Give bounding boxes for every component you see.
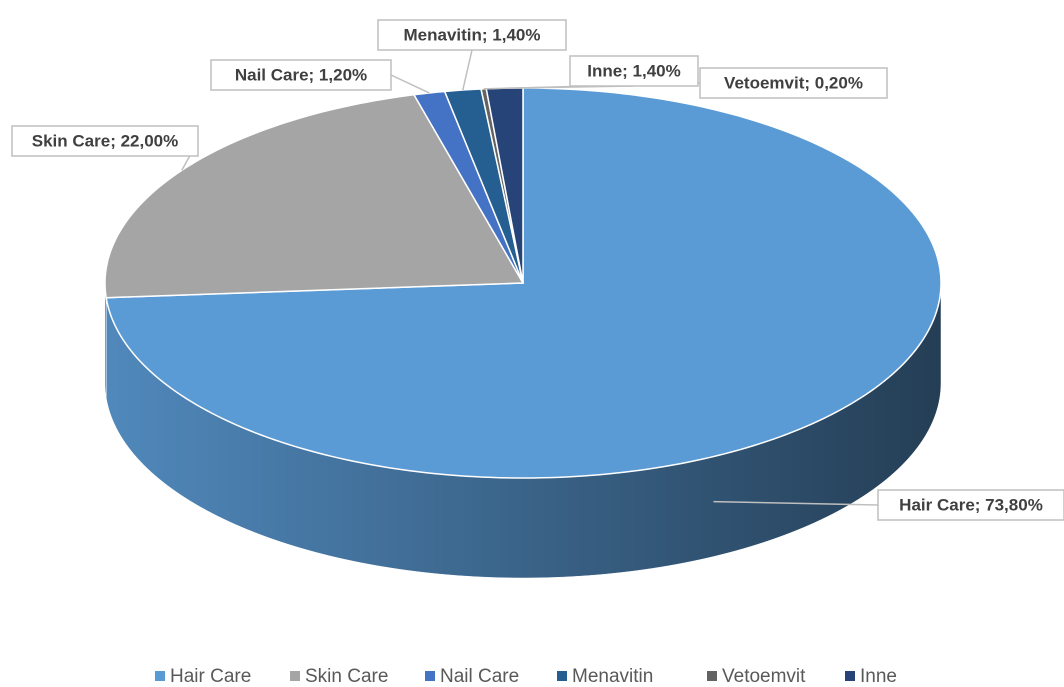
legend-swatch	[557, 671, 567, 681]
label-box	[210, 59, 392, 91]
label-box	[569, 55, 699, 87]
legend-label: Inne	[860, 666, 897, 687]
legend-swatch	[290, 671, 300, 681]
leader-line	[390, 74, 430, 94]
legend-swatch	[707, 671, 717, 681]
legend-label: Skin Care	[305, 666, 388, 687]
label-box	[377, 19, 567, 51]
legend-label: Nail Care	[440, 666, 519, 687]
leader-line	[713, 500, 879, 506]
data-label: Menavitin; 1,40%	[404, 25, 541, 44]
label-box	[11, 125, 199, 157]
leader-line	[462, 49, 473, 91]
legend-label: Menavitin	[572, 666, 653, 687]
data-label: Vetoemvit; 0,20%	[724, 73, 863, 92]
legend-swatch	[845, 671, 855, 681]
data-label: Nail Care; 1,20%	[235, 65, 367, 84]
data-label: Inne; 1,40%	[587, 61, 681, 80]
legend-label: Hair Care	[170, 666, 251, 687]
data-label: Hair Care; 73,80%	[899, 495, 1043, 514]
data-label: Skin Care; 22,00%	[32, 131, 178, 150]
label-box	[877, 489, 1064, 521]
legend-swatch	[425, 671, 435, 681]
label-box	[699, 67, 888, 99]
legend-swatch	[155, 671, 165, 681]
slice	[443, 88, 524, 284]
legend-label: Vetoemvit	[722, 666, 806, 687]
